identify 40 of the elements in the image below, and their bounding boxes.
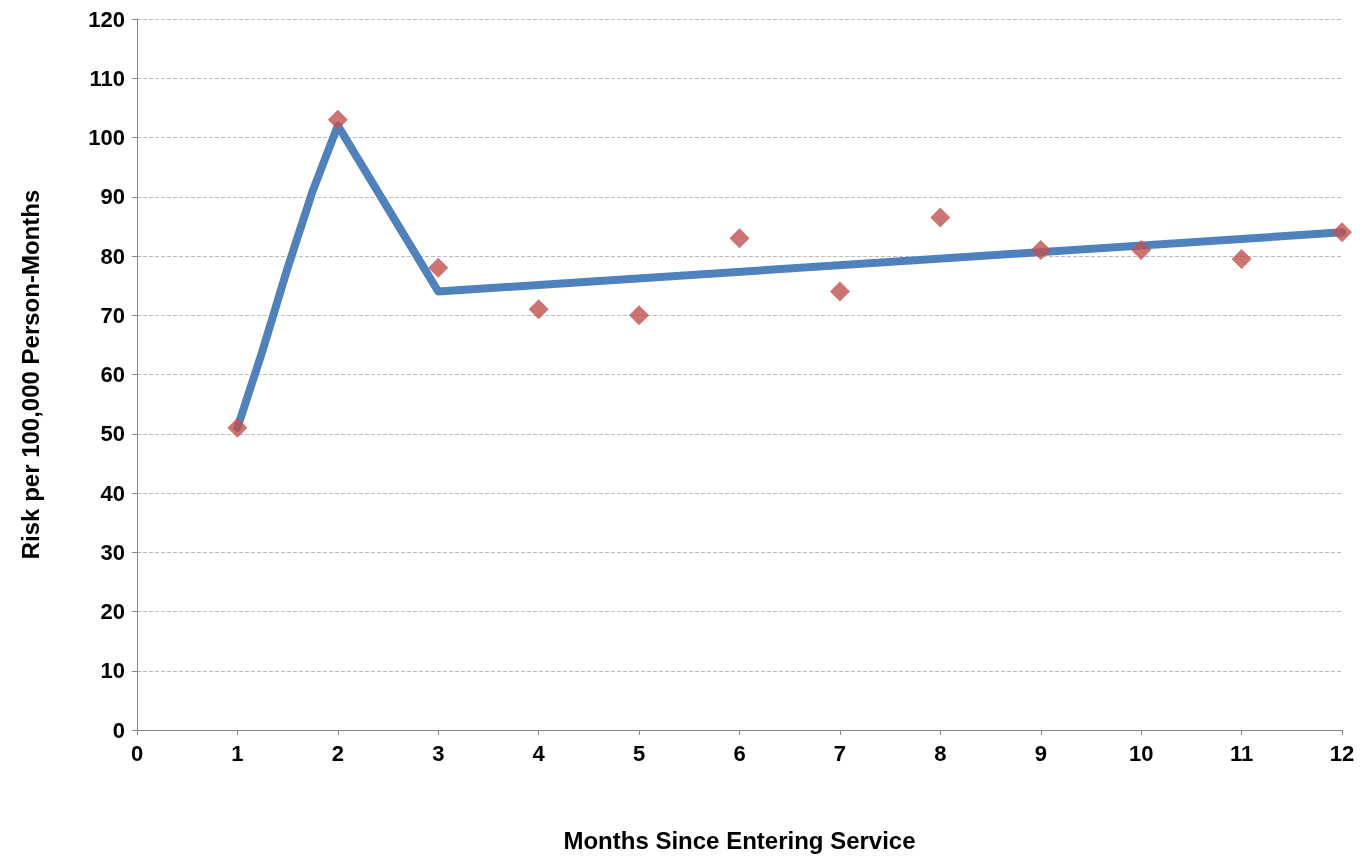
x-tick-label: 0 [130, 740, 144, 766]
point [1030, 240, 1051, 261]
point [829, 281, 850, 302]
y-tick-label: 30 [100, 539, 125, 565]
y-tick-label: 0 [112, 717, 125, 743]
point [1332, 222, 1352, 243]
x-tick-label: 7 [833, 740, 847, 766]
x-tick-label: 9 [1034, 740, 1047, 766]
point [930, 207, 951, 228]
point [528, 299, 549, 320]
y-tick-label: 110 [89, 65, 125, 91]
point [227, 417, 248, 438]
y-tick-label: 50 [100, 421, 125, 447]
point [629, 305, 650, 326]
x-tick-label: 12 [1329, 740, 1355, 766]
y-tick-label: 80 [100, 243, 125, 269]
y-tick-label: 120 [88, 6, 125, 32]
x-tick-label: 5 [632, 740, 646, 766]
y-tick-label: 10 [100, 658, 125, 684]
x-tick-label: 1 [231, 740, 244, 766]
y-tick-label: 90 [100, 184, 125, 210]
point [729, 228, 750, 249]
x-tick-label: 6 [733, 740, 746, 766]
y-tick-label: 20 [100, 599, 125, 624]
y-tick-label: 40 [100, 480, 125, 506]
x-tick-label: 10 [1128, 740, 1154, 766]
point [1131, 240, 1152, 261]
y-axis-title: Risk per 100,000 Person-Months [16, 189, 44, 560]
x-tick-label: 3 [432, 740, 445, 766]
y-tick-label: 70 [100, 302, 125, 328]
y-tick-label: 100 [88, 125, 125, 150]
point [327, 109, 348, 130]
point [428, 257, 449, 278]
x-tick-label: 4 [532, 740, 546, 766]
x-axis-title: Months Since Entering Service [563, 826, 916, 854]
point [1231, 248, 1252, 269]
y-tick-label: 60 [100, 362, 125, 387]
x-tick-label: 8 [934, 740, 947, 766]
x-tick-label: 11 [1229, 740, 1254, 766]
x-tick-label: 2 [331, 740, 344, 766]
